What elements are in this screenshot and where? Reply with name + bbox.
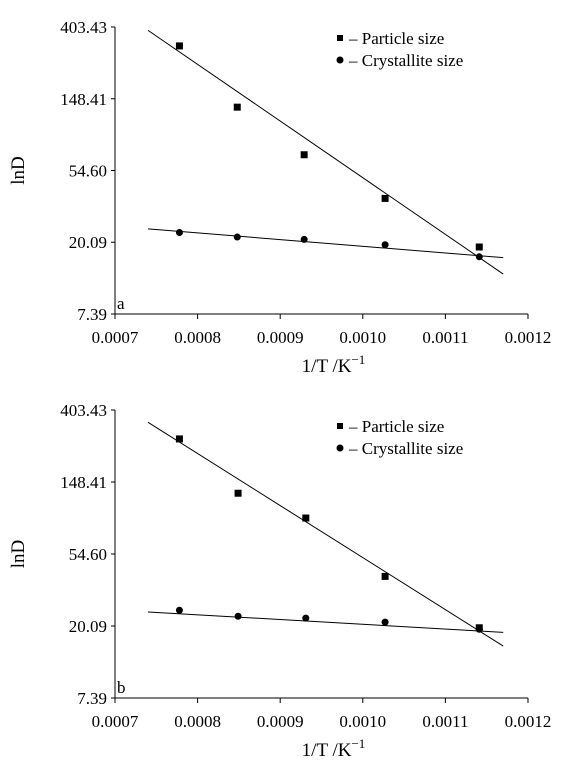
y-tick-label: 54.60 xyxy=(69,545,107,564)
x-axis-label-superscript: −1 xyxy=(351,736,365,751)
x-tick-label: 0.0010 xyxy=(339,712,386,731)
y-tick-label: 20.09 xyxy=(69,617,107,636)
x-tick-label: 0.0012 xyxy=(505,328,552,347)
crystallite-size-point xyxy=(233,233,241,241)
particle-size-point xyxy=(233,103,241,111)
y-axis-label: lnD xyxy=(8,156,29,185)
x-tick-label: 0.0011 xyxy=(422,328,468,347)
crystallite-size-point xyxy=(475,625,483,633)
crystallite-size-point xyxy=(381,618,389,626)
particle-size-point xyxy=(234,489,242,497)
crystallite-size-point xyxy=(381,241,389,249)
legend: – Particle size – Crystallite size xyxy=(336,29,463,70)
particle-size-point xyxy=(300,151,308,159)
panel-label: a xyxy=(117,294,125,313)
x-tick-label: 0.0007 xyxy=(92,328,139,347)
x-tick-label: 0.0012 xyxy=(505,712,552,731)
y-tick-label: 7.39 xyxy=(77,689,107,708)
x-tick-label: 0.0010 xyxy=(339,328,386,347)
crystallite-size-point xyxy=(475,253,483,261)
y-tick-label: 403.43 xyxy=(60,401,107,420)
legend-square-marker xyxy=(337,35,343,41)
crystallite-size-point xyxy=(234,612,242,620)
y-tick-label: 403.43 xyxy=(60,18,107,37)
y-tick-label: 148.41 xyxy=(60,90,107,109)
y-tick-label: 7.39 xyxy=(77,305,107,324)
crystallite-size-point xyxy=(175,606,183,614)
x-axis-label-superscript: −1 xyxy=(351,352,365,367)
fit-line-crystallite-size xyxy=(147,228,504,259)
chart-panel-b: 7.39 20.09 54.60 148.41 403.43 0.0007 0.0008 0.… xyxy=(8,401,551,761)
y-tick-label: 54.60 xyxy=(69,162,107,181)
legend-square-marker xyxy=(337,423,343,429)
particle-size-point xyxy=(302,514,310,522)
fit-line-particle-size xyxy=(147,421,504,647)
y-axis-label: lnD xyxy=(8,540,29,569)
particle-size-point xyxy=(175,42,183,50)
x-tick-label: 0.0009 xyxy=(257,712,304,731)
x-tick-label: 0.0009 xyxy=(257,328,304,347)
legend-entry-label: – Crystallite size xyxy=(348,51,463,70)
x-tick-label: 0.0007 xyxy=(92,712,139,731)
crystallite-size-point xyxy=(302,614,310,622)
x-axis-label-text: 1/T /K xyxy=(302,356,352,377)
x-axis-label: 1/T /K−1 xyxy=(302,736,366,761)
crystallite-size-point xyxy=(175,229,183,237)
legend-circle-marker xyxy=(336,56,344,64)
panel-label: b xyxy=(117,678,126,697)
legend-entry-label: – Particle size xyxy=(348,417,444,436)
legend-circle-marker xyxy=(336,444,344,452)
y-tick-label: 20.09 xyxy=(69,233,107,252)
particle-size-point xyxy=(381,572,389,580)
x-axis-label: 1/T /K−1 xyxy=(302,352,366,377)
particle-size-point xyxy=(475,243,483,251)
chart-panel-a: 7.39 20.09 54.60 148.41 403.43 0.0007 0.0008 0.… xyxy=(8,18,551,377)
particle-size-point xyxy=(381,194,389,202)
legend-entry-label: – Crystallite size xyxy=(348,439,463,458)
legend: – Particle size – Crystallite size xyxy=(336,417,463,458)
fit-line-crystallite-size xyxy=(148,611,504,633)
y-tick-label: 148.41 xyxy=(60,473,107,492)
crystallite-size-point xyxy=(300,235,308,243)
x-tick-label: 0.0008 xyxy=(174,328,221,347)
fit-line-particle-size xyxy=(147,29,504,275)
particle-size-point xyxy=(175,435,183,443)
legend-entry-label: – Particle size xyxy=(348,29,444,48)
x-tick-label: 0.0008 xyxy=(174,712,221,731)
x-tick-label: 0.0011 xyxy=(422,712,468,731)
x-axis-label-text: 1/T /K xyxy=(302,740,352,761)
